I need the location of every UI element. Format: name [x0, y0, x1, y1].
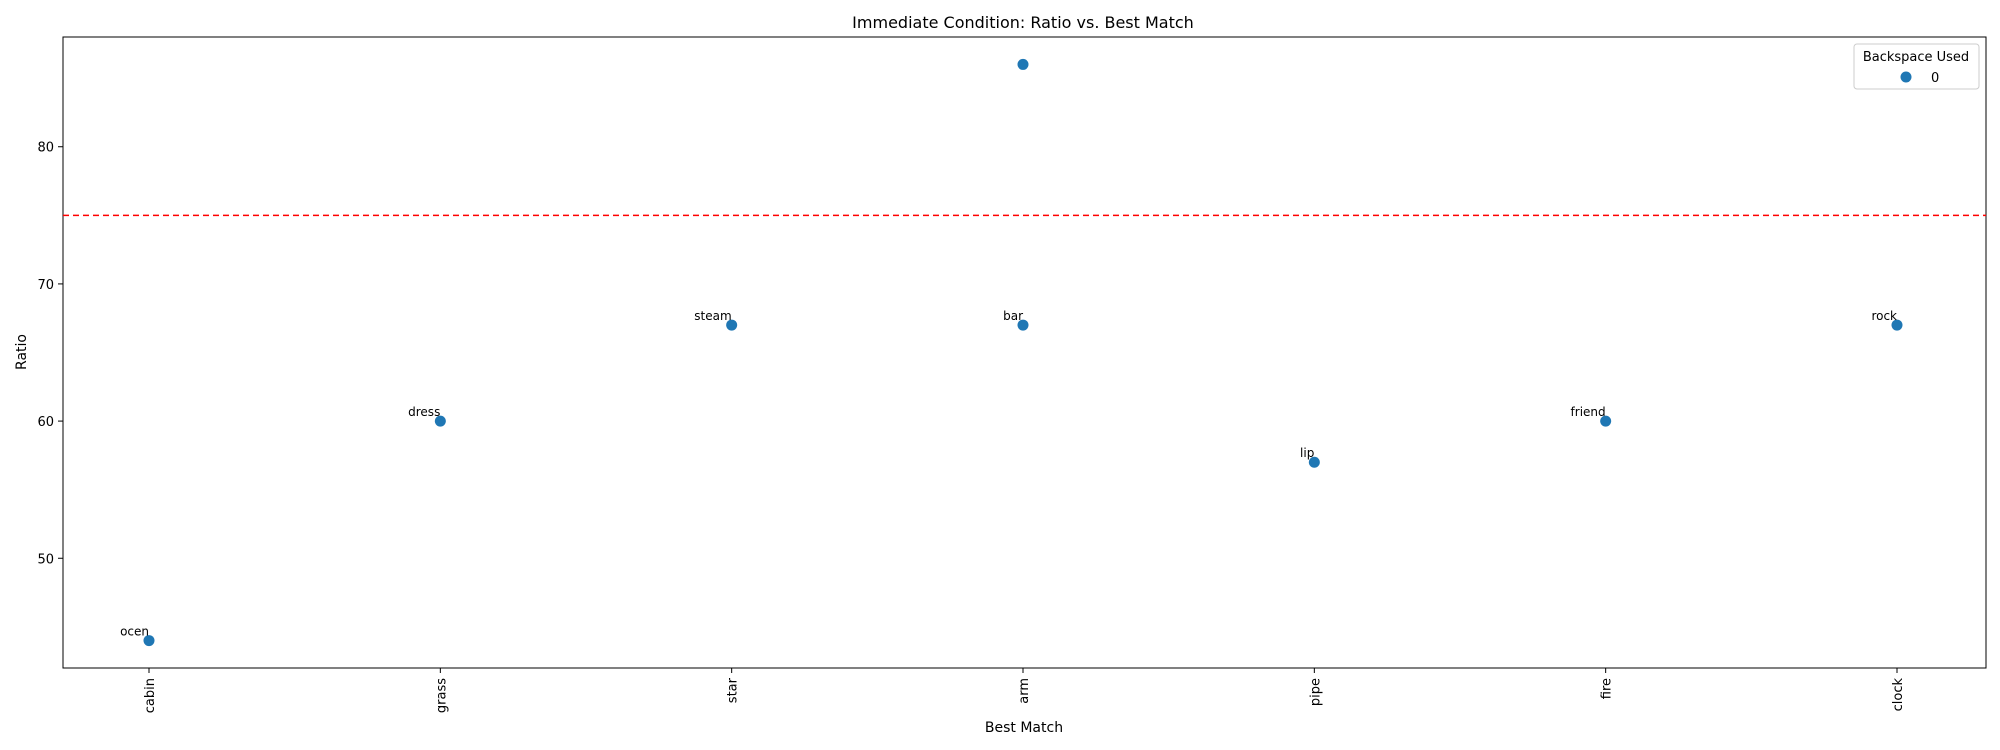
y-tick-label: 60: [37, 415, 54, 430]
legend-box: [1853, 43, 1980, 90]
legend: Backspace Used 0: [1853, 43, 1980, 90]
x-axis: cabin grass star arm pipe fire clock: [143, 668, 1906, 713]
x-axis-label: Best Match: [985, 720, 1063, 736]
point-label: ocen: [120, 625, 149, 639]
data-point: [1017, 319, 1029, 331]
data-point: [726, 319, 738, 331]
legend-title: Backspace Used: [1863, 50, 1969, 65]
point-label: friend: [1571, 405, 1606, 419]
y-tick-label: 80: [37, 141, 54, 156]
y-axis: 50 60 70 80: [37, 141, 63, 567]
data-point: [143, 635, 155, 647]
point-labels: ocen dress steam bar lip friend rock: [120, 309, 1897, 639]
data-point: [1308, 456, 1320, 468]
scatter-points: [143, 58, 1903, 647]
legend-entry-label: 0: [1931, 71, 1939, 86]
x-tick-label: pipe: [1308, 678, 1323, 706]
x-tick-label: grass: [434, 678, 449, 713]
x-tick-label: cabin: [143, 678, 158, 713]
point-label: rock: [1871, 309, 1897, 323]
y-tick-label: 50: [37, 552, 54, 567]
y-axis-label: Ratio: [14, 334, 30, 370]
y-tick-label: 70: [37, 278, 54, 293]
x-tick-label: arm: [1017, 678, 1032, 704]
point-label: dress: [408, 405, 440, 419]
x-tick-label: star: [726, 677, 741, 703]
plot-area: [62, 36, 1987, 669]
point-label: lip: [1300, 446, 1314, 460]
point-label: steam: [694, 309, 731, 323]
point-label: bar: [1003, 309, 1023, 323]
data-point: [1017, 58, 1029, 70]
x-tick-label: clock: [1891, 678, 1906, 712]
data-point: [1600, 415, 1612, 427]
x-tick-label: fire: [1600, 678, 1615, 699]
data-point: [1891, 319, 1903, 331]
chart-title: Immediate Condition: Ratio vs. Best Matc…: [852, 13, 1194, 32]
legend-marker: [1900, 71, 1912, 83]
data-point: [434, 415, 446, 427]
